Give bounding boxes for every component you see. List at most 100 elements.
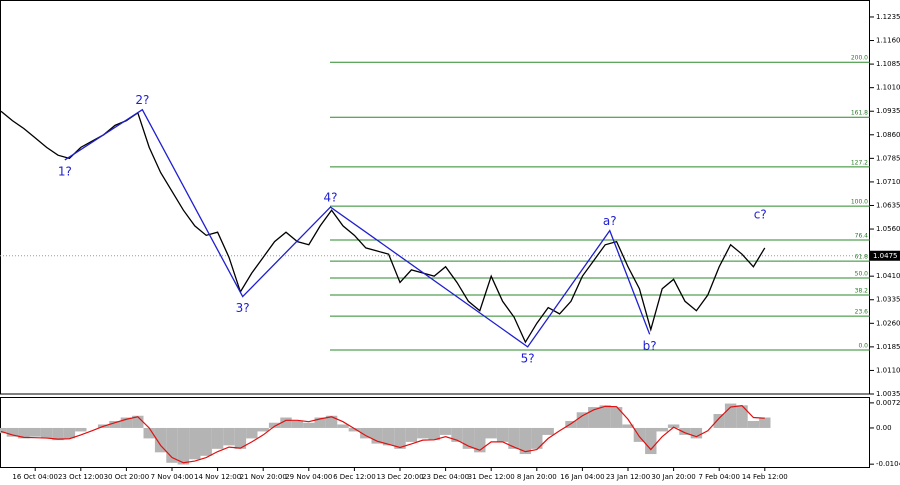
histogram-bar <box>154 427 167 453</box>
y-tick-label: 1.0185 <box>876 343 900 351</box>
histogram-bar <box>303 422 315 428</box>
histogram-bar <box>656 427 668 432</box>
y-tick-label: 1.0560 <box>876 225 900 233</box>
histogram-bar <box>0 427 7 434</box>
histogram-bar <box>405 427 418 442</box>
histogram-bar <box>280 417 292 428</box>
histogram-bar <box>542 427 554 435</box>
histogram-bar <box>713 414 725 428</box>
fib-label: 200.0 <box>851 55 868 62</box>
histogram-bar <box>360 427 372 439</box>
histogram-bar <box>576 412 589 428</box>
histogram-bar <box>667 424 680 428</box>
histogram-bar <box>52 427 64 441</box>
fib-label: 50.0 <box>855 271 869 278</box>
histogram-bar <box>474 427 486 453</box>
x-tick-label: 21 Nov 20:00 <box>240 473 287 481</box>
histogram-bar <box>75 427 87 432</box>
histogram-bar <box>394 427 406 449</box>
x-tick-label: 14 Feb 12:00 <box>742 473 788 481</box>
histogram-bar <box>166 427 178 463</box>
y-tick-label: 1.0785 <box>876 154 900 162</box>
histogram-bar <box>211 427 224 449</box>
y-tick-label: 1.1235 <box>876 13 900 21</box>
histogram-bar <box>63 427 76 439</box>
histogram-bar <box>724 403 737 428</box>
price-pane-border <box>0 0 870 395</box>
wave-label: 2? <box>135 93 149 107</box>
histogram-bar <box>337 424 349 428</box>
fib-label: 0.0 <box>858 343 868 350</box>
histogram-bar <box>348 427 361 432</box>
histogram-bar <box>633 427 646 442</box>
y-tick-label: 1.0710 <box>876 178 900 186</box>
fib-label: 161.8 <box>851 110 868 117</box>
wave-label: 5? <box>521 351 535 365</box>
histogram-bar <box>109 420 121 428</box>
fib-label: 61.8 <box>855 254 869 261</box>
histogram-bar <box>40 427 53 439</box>
x-tick-label: 13 Dec 20:00 <box>376 473 423 481</box>
x-tick-label: 16 Oct 04:00 <box>12 473 58 481</box>
histogram-bar <box>496 427 509 442</box>
x-tick-label: 23 Dec 04:00 <box>422 473 469 481</box>
histogram-bar <box>257 427 269 432</box>
wave-label: 4? <box>323 191 337 205</box>
price-line <box>0 110 766 344</box>
signal-line <box>0 405 765 464</box>
y-tick-label: 1.0935 <box>876 107 900 115</box>
histogram-bar <box>200 427 212 456</box>
x-tick-label: 30 Jan 20:00 <box>651 473 695 481</box>
fib-label: 100.0 <box>851 199 868 206</box>
y-tick-label: 1.0035 <box>876 390 900 398</box>
histogram-bar <box>314 417 326 428</box>
histogram-bar <box>679 427 691 435</box>
x-tick-label: 14 Nov 12:00 <box>194 473 241 481</box>
histogram-bar <box>439 427 452 435</box>
histogram-bar <box>485 427 497 439</box>
x-tick-label: 6 Dec 12:00 <box>333 473 376 481</box>
x-tick-label: 7 Feb 04:00 <box>698 473 739 481</box>
histogram-bar <box>246 427 258 439</box>
histogram-bar <box>519 427 532 455</box>
y-tick-label: 1.0110 <box>876 366 900 374</box>
y-tick-label: 1.1010 <box>876 84 900 92</box>
histogram-bar <box>508 427 520 449</box>
y-tick-label: 1.0860 <box>876 131 900 139</box>
last-price-box <box>870 250 900 261</box>
histogram-bar <box>382 427 395 446</box>
histogram-bar <box>6 427 19 437</box>
histogram-bar <box>531 427 543 449</box>
x-tick-label: 30 Oct 20:00 <box>104 473 150 481</box>
fib-label: 23.6 <box>855 309 869 316</box>
histogram-bar <box>690 427 703 439</box>
y-tick-label: 1.0635 <box>876 201 900 209</box>
histogram-bar <box>189 427 201 460</box>
wave-label: 1? <box>58 164 72 178</box>
y-tick-label: 0.00 <box>876 424 892 432</box>
x-tick-label: 16 Jan 04:00 <box>560 473 604 481</box>
wave-label: 3? <box>236 301 250 315</box>
x-tick-label: 8 Jan 20:00 <box>517 473 557 481</box>
y-tick-label: -0.0104 <box>876 460 900 468</box>
histogram-bar <box>610 407 623 428</box>
wave-line <box>64 108 651 348</box>
x-tick-label: 29 Nov 04:00 <box>285 473 332 481</box>
histogram-bar <box>428 427 440 441</box>
histogram-bar <box>29 427 41 437</box>
y-tick-label: 0.0072 <box>876 399 900 407</box>
histogram-bar <box>18 427 30 439</box>
histogram-bar <box>234 427 247 449</box>
y-tick-label: 1.1160 <box>876 37 900 45</box>
histogram-bar <box>223 427 235 446</box>
fib-label: 76.4 <box>855 233 869 240</box>
x-tick-label: 23 Oct 12:00 <box>58 473 104 481</box>
y-tick-label: 1.1085 <box>876 60 900 68</box>
wave-label: c? <box>754 208 767 222</box>
histogram-bar <box>417 427 429 439</box>
histogram-bar <box>143 427 155 439</box>
histogram-bar <box>451 427 463 442</box>
y-tick-label: 1.0335 <box>876 296 900 304</box>
histogram-bar <box>622 424 634 428</box>
